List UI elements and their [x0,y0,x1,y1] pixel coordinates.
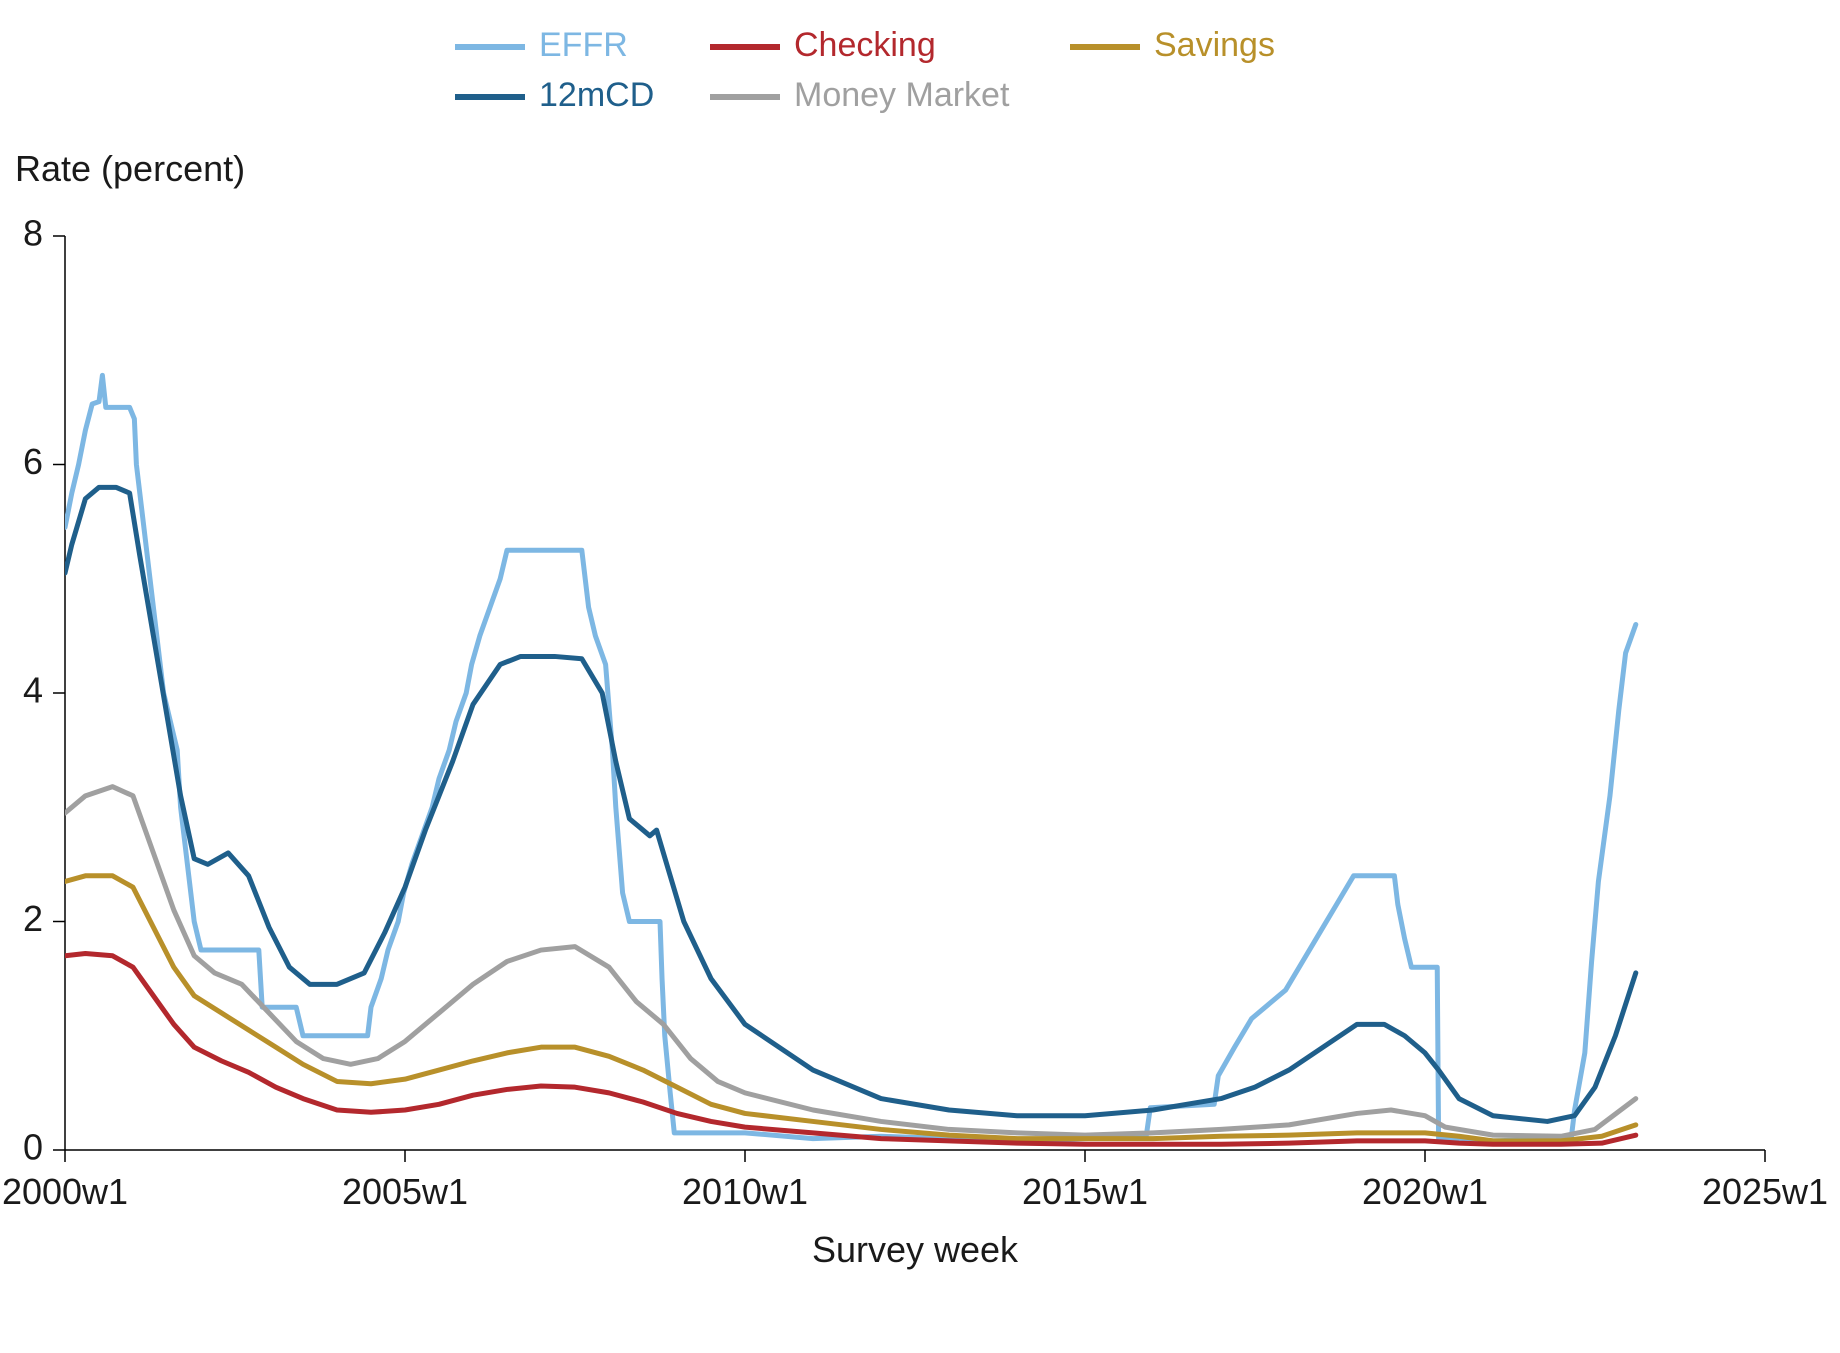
x-tick-label: 2005w1 [342,1171,468,1212]
x-tick-label: 2000w1 [2,1171,128,1212]
y-tick-label: 2 [23,898,43,939]
legend-label-Checking: Checking [794,26,936,64]
legend-label-Savings: Savings [1154,26,1275,64]
x-tick-label: 2015w1 [1022,1171,1148,1212]
y-axis-title: Rate (percent) [15,148,245,189]
y-tick-label: 8 [23,213,43,254]
y-tick-label: 4 [23,670,43,711]
x-tick-label: 2020w1 [1362,1171,1488,1212]
x-tick-label: 2010w1 [682,1171,808,1212]
chart-container: EFFR Checking Savings 12mCD Money Market Rate… [0,0,1840,1353]
y-tick-label: 0 [23,1127,43,1168]
legend-label-EFFR: EFFR [539,26,628,64]
legend-label-MoneyMarket: Money Market [794,76,1010,114]
x-axis-title: Survey week [812,1229,1019,1270]
legend-label-CD12m: 12mCD [539,76,654,114]
chart-svg: EFFR Checking Savings 12mCD Money Market Rate… [0,0,1840,1353]
x-tick-label: 2025w1 [1702,1171,1828,1212]
y-tick-label: 6 [23,441,43,482]
